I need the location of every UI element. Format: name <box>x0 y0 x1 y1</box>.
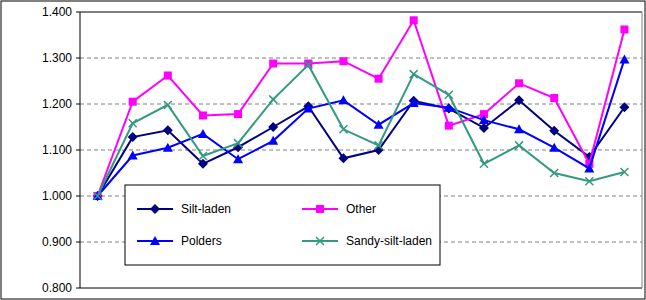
marker <box>129 119 137 127</box>
marker <box>339 57 347 65</box>
legend-box <box>125 185 440 265</box>
grid-line <box>80 12 642 13</box>
marker <box>268 122 278 132</box>
marker <box>619 102 629 112</box>
tick <box>76 58 80 59</box>
marker <box>549 143 559 152</box>
marker <box>409 98 419 107</box>
marker <box>479 115 489 124</box>
marker <box>163 125 173 135</box>
marker <box>128 132 138 142</box>
marker <box>515 141 523 149</box>
marker <box>94 192 102 200</box>
legend-label: Polders <box>181 234 222 248</box>
chart: 0.800 0.900 1.000 1.100 1.200 1.300 1.400 Silt-… <box>0 0 646 300</box>
marker <box>585 177 593 185</box>
marker <box>375 75 383 83</box>
tick <box>76 104 80 105</box>
grid-line <box>80 288 642 289</box>
marker <box>94 192 102 200</box>
series-line <box>98 65 625 196</box>
marker <box>479 123 489 133</box>
marker <box>480 160 488 168</box>
marker <box>234 139 242 147</box>
marker <box>269 60 277 68</box>
legend-marker <box>150 236 160 245</box>
marker <box>339 125 347 133</box>
marker <box>620 168 628 176</box>
marker <box>338 153 348 163</box>
marker <box>374 120 384 129</box>
y-axis <box>80 12 81 288</box>
marker <box>233 154 243 163</box>
marker <box>164 71 172 79</box>
tick-label: 1.400 <box>42 5 72 19</box>
chart-border <box>1 1 645 299</box>
plot-frame <box>642 12 643 288</box>
series-line <box>98 20 625 196</box>
marker <box>199 152 207 160</box>
legend-marker <box>316 237 324 245</box>
marker <box>163 143 173 152</box>
marker <box>619 54 629 63</box>
marker <box>550 94 558 102</box>
marker <box>128 151 138 160</box>
marker <box>514 124 524 133</box>
tick-label: 1.300 <box>42 51 72 65</box>
marker <box>584 163 594 172</box>
series-line <box>98 100 625 196</box>
marker <box>549 126 559 136</box>
tick-label: 0.900 <box>42 235 72 249</box>
grid-line <box>80 58 642 59</box>
legend-label: Sandy-silt-laden <box>346 234 432 248</box>
marker <box>550 169 558 177</box>
tick <box>76 242 80 243</box>
legend-marker <box>316 205 324 213</box>
marker <box>410 16 418 24</box>
marker <box>234 110 242 118</box>
tick <box>76 150 80 151</box>
marker <box>304 61 312 69</box>
tick-label: 1.100 <box>42 143 72 157</box>
marker <box>93 191 103 201</box>
marker <box>375 141 383 149</box>
marker <box>445 122 453 130</box>
marker <box>269 95 277 103</box>
marker <box>338 95 348 104</box>
marker <box>445 91 453 99</box>
tick <box>76 12 80 13</box>
marker <box>410 70 418 78</box>
marker <box>164 101 172 109</box>
marker <box>444 103 454 112</box>
tick-label: 1.200 <box>42 97 72 111</box>
tick <box>76 196 80 197</box>
marker <box>620 25 628 33</box>
marker <box>303 104 313 113</box>
marker <box>515 79 523 87</box>
marker <box>268 136 278 145</box>
legend: Silt-laden Other Polders Sandy-silt-laden <box>125 185 440 265</box>
legend-label: Silt-laden <box>181 202 231 216</box>
plot-area <box>93 16 630 201</box>
series-line <box>98 59 625 196</box>
tick-label: 1.000 <box>42 189 72 203</box>
legend-label: Other <box>346 202 376 216</box>
marker <box>514 95 524 105</box>
marker <box>93 191 103 200</box>
marker <box>199 112 207 120</box>
marker <box>198 129 208 138</box>
legend-marker <box>150 204 160 214</box>
marker <box>129 98 137 106</box>
tick <box>76 288 80 289</box>
tick-label: 0.800 <box>42 281 72 295</box>
